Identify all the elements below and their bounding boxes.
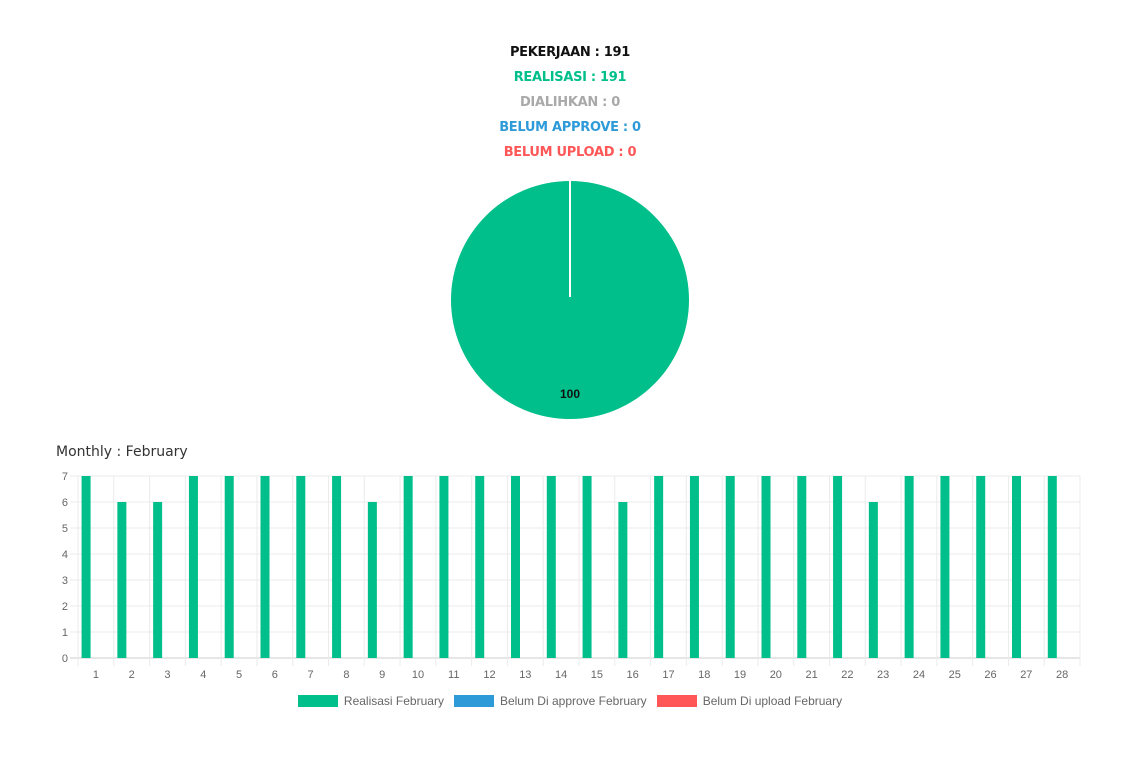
legend-label-belum-approve: Belum Di approve February [499,694,647,708]
bar-realisasi-february [833,476,843,658]
bar-realisasi-february [546,476,556,658]
bar-realisasi-february [511,476,521,658]
bar-realisasi-february [654,476,664,658]
bar-realisasi-february [153,502,163,658]
x-tick-label: 2 [129,669,135,681]
bar-realisasi-february [260,476,270,658]
chart-legend: Realisasi February Belum Di approve Febr… [0,694,1140,708]
x-tick-label: 3 [164,669,170,681]
bar-realisasi-february [689,476,699,658]
y-tick-label: 4 [62,549,68,561]
monthly-chart-title: Monthly : February [56,444,188,460]
pie-data-label: 100 [560,387,580,401]
bar-realisasi-february [618,502,628,658]
legend-item-belum-upload[interactable]: Belum Di upload February [656,694,843,708]
x-tick-label: 8 [343,669,349,681]
bar-realisasi-february [367,502,377,658]
x-tick-label: 14 [555,669,567,681]
x-tick-label: 4 [200,669,206,681]
x-tick-label: 11 [448,669,459,681]
legend-item-belum-approve[interactable]: Belum Di approve February [453,694,647,708]
bar-realisasi-february [224,476,234,658]
legend-item-realisasi[interactable]: Realisasi February [297,694,444,708]
x-tick-label: 13 [519,669,531,681]
x-tick-label: 16 [627,669,639,681]
legend-label-belum-upload: Belum Di upload February [702,694,843,708]
legend-swatch-belum-upload [656,695,697,707]
y-tick-label: 5 [62,523,68,535]
bar-realisasi-february [868,502,878,658]
y-tick-label: 6 [62,497,68,509]
pekerjaan-total: PEKERJAAN : 191 [509,45,631,60]
bar-realisasi-february [940,476,950,658]
x-tick-label: 5 [236,669,242,681]
x-tick-label: 6 [272,669,278,681]
x-tick-label: 12 [483,669,495,681]
dialihkan-total: DIALIHKAN : 0 [519,95,621,110]
bar-realisasi-february [475,476,485,658]
x-tick-label: 27 [1020,669,1032,681]
legend-label-realisasi: Realisasi February [343,694,444,708]
x-tick-label: 10 [412,669,424,681]
x-tick-label: 1 [93,669,99,681]
y-tick-label: 0 [62,653,68,665]
bar-realisasi-february [439,476,449,658]
x-tick-label: 20 [770,669,782,681]
bar-realisasi-february [1047,476,1057,658]
pie-chart[interactable]: 100 [440,170,700,430]
y-tick-label: 7 [62,471,68,483]
bar-realisasi-february [1012,476,1022,658]
x-tick-label: 26 [984,669,996,681]
x-tick-label: 23 [877,669,889,681]
y-tick-label: 3 [62,575,68,587]
x-tick-label: 17 [662,669,674,681]
bar-realisasi-february [332,476,342,658]
bar-realisasi-february [904,476,914,658]
x-tick-label: 22 [841,669,853,681]
bar-realisasi-february [725,476,735,658]
bar-realisasi-february [117,502,127,658]
bar-realisasi-february [81,476,91,658]
x-tick-label: 9 [379,669,385,681]
legend-swatch-belum-approve [453,695,494,707]
bar-realisasi-february [403,476,413,658]
x-tick-label: 15 [591,669,603,681]
y-tick-label: 2 [62,601,68,613]
bar-realisasi-february [582,476,592,658]
belum-approve-total: BELUM APPROVE : 0 [499,120,641,135]
belum-upload-total: BELUM UPLOAD : 0 [503,145,637,160]
pie-slice-realisasi[interactable] [451,181,689,419]
bar-realisasi-february [797,476,807,658]
bar-realisasi-february [296,476,306,658]
x-tick-label: 25 [949,669,961,681]
legend-swatch-realisasi [297,695,338,707]
bar-realisasi-february [188,476,198,658]
bar-realisasi-february [976,476,986,658]
x-tick-label: 18 [698,669,710,681]
x-tick-label: 19 [734,669,746,681]
x-tick-label: 21 [805,669,817,681]
x-tick-label: 7 [308,669,314,681]
realisasi-total: REALISASI : 191 [513,70,627,85]
y-tick-label: 1 [62,627,68,639]
x-tick-label: 28 [1056,669,1068,681]
bar-realisasi-february [761,476,771,658]
x-tick-label: 24 [913,669,925,681]
